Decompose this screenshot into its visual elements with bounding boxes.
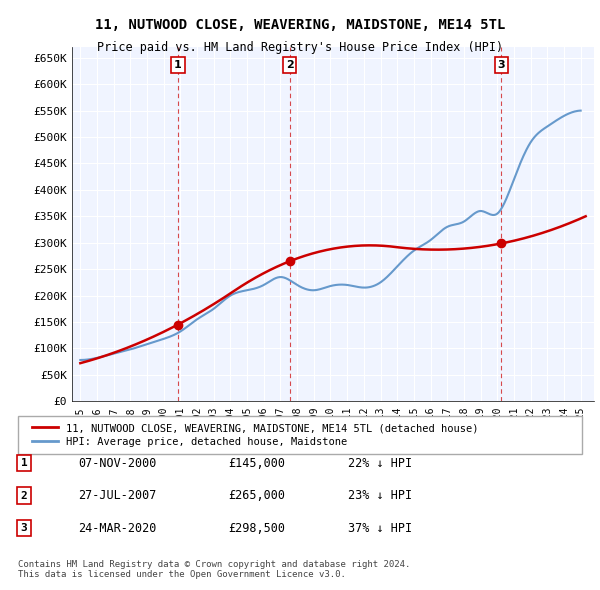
Text: Contains HM Land Registry data © Crown copyright and database right 2024.
This d: Contains HM Land Registry data © Crown c… [18, 560, 410, 579]
Text: 3: 3 [497, 60, 505, 70]
Text: 27-JUL-2007: 27-JUL-2007 [78, 489, 157, 502]
Text: 11, NUTWOOD CLOSE, WEAVERING, MAIDSTONE, ME14 5TL: 11, NUTWOOD CLOSE, WEAVERING, MAIDSTONE,… [95, 18, 505, 32]
Text: 24-MAR-2020: 24-MAR-2020 [78, 522, 157, 535]
Text: £298,500: £298,500 [228, 522, 285, 535]
Text: 22% ↓ HPI: 22% ↓ HPI [348, 457, 412, 470]
Text: 07-NOV-2000: 07-NOV-2000 [78, 457, 157, 470]
Text: £145,000: £145,000 [228, 457, 285, 470]
Text: 1: 1 [174, 60, 182, 70]
Text: 3: 3 [20, 523, 28, 533]
Text: 2: 2 [286, 60, 293, 70]
Text: 23% ↓ HPI: 23% ↓ HPI [348, 489, 412, 502]
Text: 1: 1 [20, 458, 28, 468]
Text: 2: 2 [20, 491, 28, 500]
Legend: 11, NUTWOOD CLOSE, WEAVERING, MAIDSTONE, ME14 5TL (detached house), HPI: Average: 11, NUTWOOD CLOSE, WEAVERING, MAIDSTONE,… [29, 420, 482, 450]
FancyBboxPatch shape [18, 416, 582, 454]
Text: 37% ↓ HPI: 37% ↓ HPI [348, 522, 412, 535]
Text: Price paid vs. HM Land Registry's House Price Index (HPI): Price paid vs. HM Land Registry's House … [97, 41, 503, 54]
Text: £265,000: £265,000 [228, 489, 285, 502]
